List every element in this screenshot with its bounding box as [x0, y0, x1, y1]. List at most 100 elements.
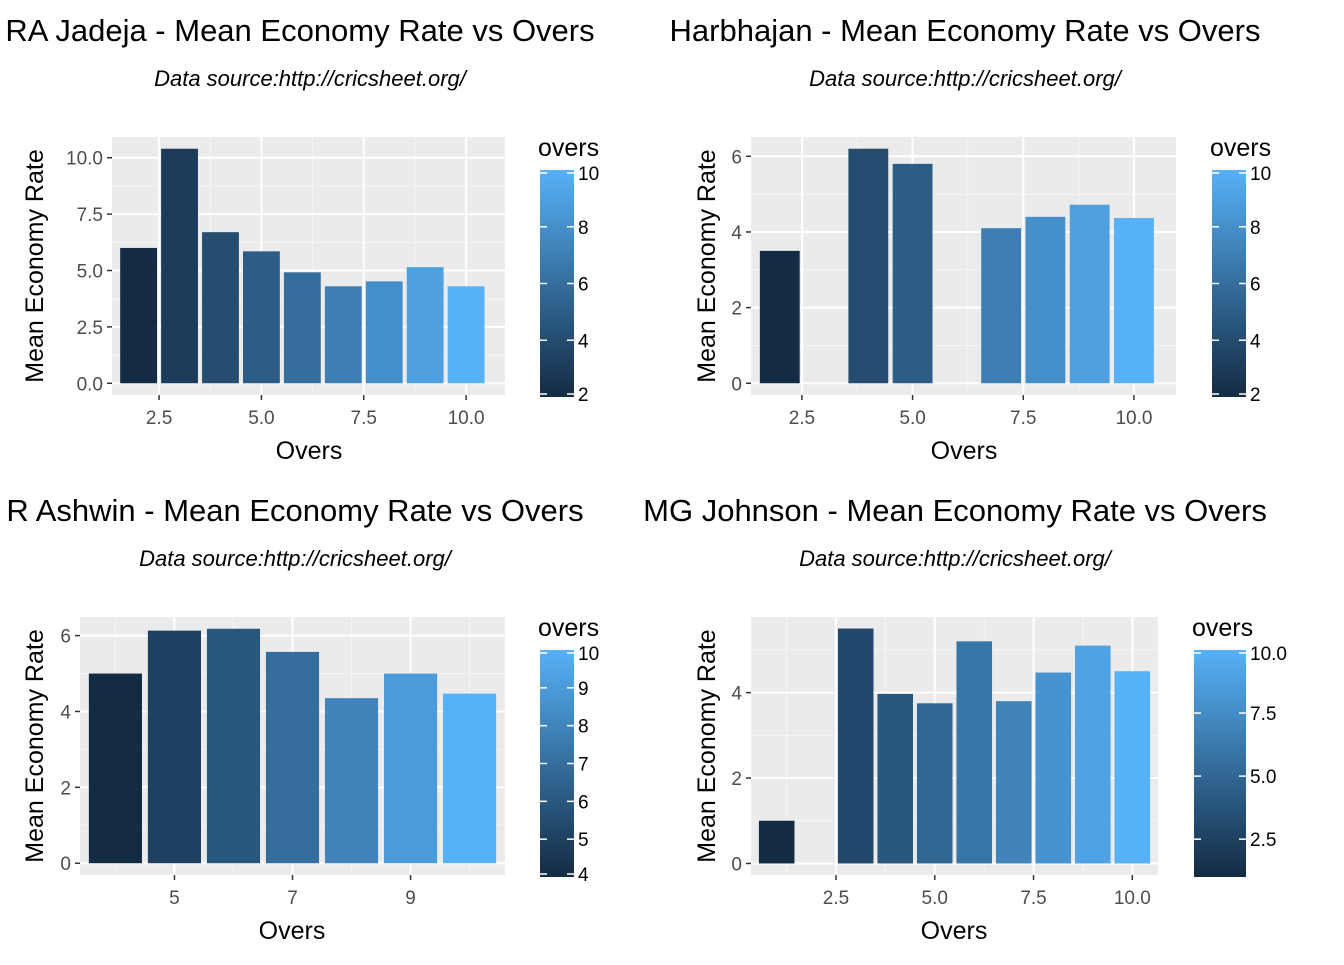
- legend-label: 5: [578, 830, 589, 851]
- bar: [120, 247, 158, 384]
- chart-panel-1: RA Jadeja - Mean Economy Rate vs Overs Da…: [5, 13, 599, 465]
- legend-title: overs: [1210, 134, 1271, 162]
- y-tick-label: 10.0: [66, 149, 103, 170]
- legend-label: 6: [578, 792, 589, 813]
- chart-title: Harbhajan - Mean Economy Rate vs Overs: [670, 13, 1261, 48]
- bar: [88, 673, 142, 864]
- x-axis-title: Overs: [921, 917, 988, 945]
- x-tick-label: 5: [169, 888, 180, 909]
- legend-label: 8: [578, 717, 589, 738]
- legend-label: 9: [578, 679, 589, 700]
- bar: [265, 651, 320, 864]
- y-tick-label: 4: [60, 702, 71, 723]
- y-tick-label: 4: [731, 684, 742, 705]
- x-tick-label: 2.5: [823, 888, 849, 909]
- chart-subtitle: Data source:http://cricsheet.org/: [154, 66, 468, 91]
- y-tick-label: 2: [60, 778, 71, 799]
- x-tick-label: 7.5: [1020, 888, 1046, 909]
- bar: [1035, 672, 1072, 864]
- legend-label: 10: [578, 644, 599, 665]
- legend-title: overs: [1192, 614, 1253, 642]
- bar: [406, 267, 444, 384]
- legend-label: 8: [578, 218, 589, 239]
- chart-panel-3: R Ashwin - Mean Economy Rate vs Overs Dat…: [6, 493, 599, 945]
- x-tick-label: 7.5: [351, 408, 377, 429]
- legend-label: 10: [1250, 164, 1271, 185]
- chart-title: R Ashwin - Mean Economy Rate vs Overs: [6, 493, 583, 528]
- chart-subtitle: Data source:http://cricsheet.org/: [799, 546, 1113, 571]
- bar: [443, 693, 497, 864]
- chart-panel-4: MG Johnson - Mean Economy Rate vs Overs D…: [643, 493, 1287, 945]
- legend-label: 6: [1250, 275, 1261, 296]
- bar: [758, 820, 795, 864]
- bar: [956, 641, 993, 864]
- bar: [161, 148, 198, 384]
- x-tick-label: 5.0: [248, 408, 274, 429]
- plot-panel: [751, 137, 1176, 395]
- legend-label: 4: [578, 331, 589, 352]
- bar: [1114, 671, 1151, 864]
- legend-label: 2: [1250, 385, 1261, 406]
- chart-panel-2: Harbhajan - Mean Economy Rate vs Overs Da…: [670, 13, 1272, 465]
- y-tick-label: 0.0: [77, 374, 103, 395]
- y-tick-label: 2: [731, 299, 742, 320]
- x-axis-title: Overs: [276, 437, 343, 465]
- x-axis-title: Overs: [259, 917, 326, 945]
- legend-label: 6: [578, 275, 589, 296]
- bar: [147, 630, 202, 864]
- legend-label: 7: [578, 755, 589, 776]
- x-tick-label: 10.0: [1114, 888, 1151, 909]
- x-tick-label: 7.5: [1010, 408, 1036, 429]
- bar: [283, 272, 321, 384]
- legend-label: 5.0: [1250, 767, 1276, 788]
- x-tick-label: 5.0: [899, 408, 925, 429]
- legend-label: 10: [578, 164, 599, 185]
- legend-label: 4: [1250, 331, 1261, 352]
- legend-label: 2.5: [1250, 830, 1276, 851]
- bar: [1025, 216, 1066, 384]
- y-tick-label: 2.5: [77, 318, 103, 339]
- bar: [365, 281, 403, 384]
- x-axis-title: Overs: [931, 437, 998, 465]
- bar: [981, 228, 1022, 384]
- y-axis-title: Mean Economy Rate: [21, 149, 49, 382]
- x-tick-label: 9: [405, 888, 416, 909]
- legend-label: 8: [1250, 218, 1261, 239]
- legend-title: overs: [538, 614, 599, 642]
- x-tick-label: 2.5: [146, 408, 172, 429]
- bar: [892, 163, 933, 384]
- x-tick-label: 10.0: [448, 408, 485, 429]
- y-tick-label: 7.5: [77, 205, 103, 226]
- bar: [1114, 217, 1154, 384]
- y-axis-title: Mean Economy Rate: [693, 629, 721, 862]
- y-axis-title: Mean Economy Rate: [21, 629, 49, 862]
- legend-title: overs: [538, 134, 599, 162]
- bar: [202, 232, 239, 384]
- y-tick-label: 2: [731, 769, 742, 790]
- x-tick-label: 7: [287, 888, 298, 909]
- legend-label: 2: [578, 385, 589, 406]
- y-tick-label: 6: [60, 627, 71, 648]
- bar: [324, 698, 379, 864]
- y-tick-label: 4: [731, 223, 742, 244]
- chart-title: RA Jadeja - Mean Economy Rate vs Overs: [5, 13, 594, 48]
- y-axis-title: Mean Economy Rate: [693, 149, 721, 382]
- y-tick-label: 5.0: [77, 262, 103, 283]
- y-tick-label: 0: [731, 374, 742, 395]
- bar: [243, 251, 280, 384]
- bar: [877, 693, 914, 864]
- chart-subtitle: Data source:http://cricsheet.org/: [809, 66, 1123, 91]
- bar: [995, 701, 1032, 864]
- bar: [324, 286, 362, 384]
- chart-subtitle: Data source:http://cricsheet.org/: [139, 546, 453, 571]
- chart-title: MG Johnson - Mean Economy Rate vs Overs: [643, 493, 1267, 528]
- y-tick-label: 6: [731, 147, 742, 168]
- bar: [447, 286, 485, 384]
- bar: [759, 250, 800, 384]
- bar: [916, 703, 953, 864]
- bar: [1075, 645, 1111, 864]
- bar: [837, 628, 874, 864]
- x-tick-label: 5.0: [922, 888, 948, 909]
- legend-label: 7.5: [1250, 704, 1276, 725]
